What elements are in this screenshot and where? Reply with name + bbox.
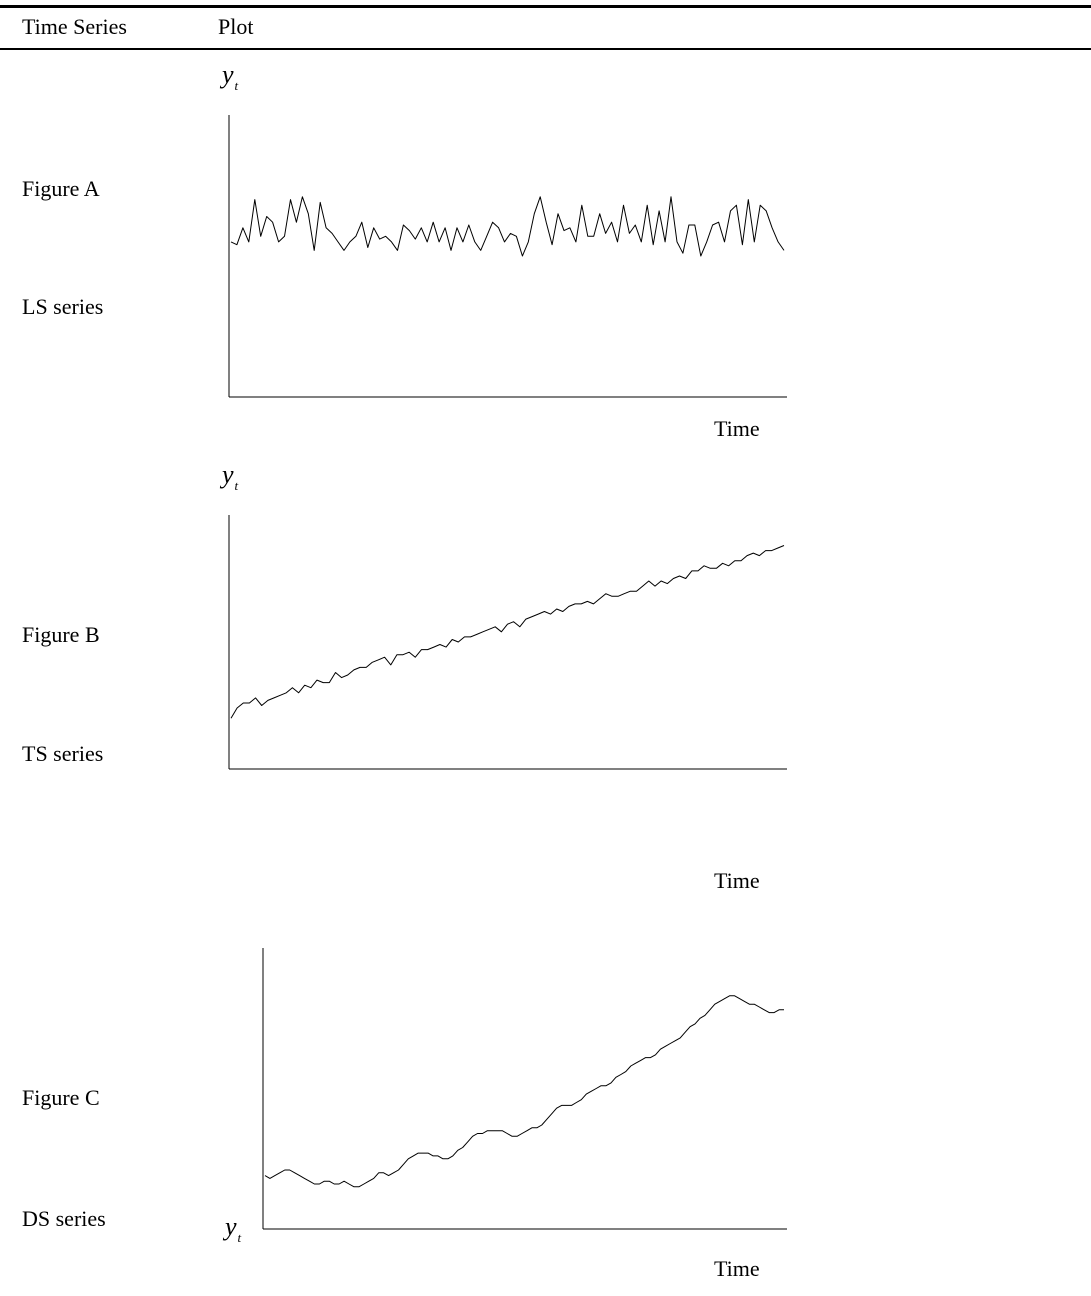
- chart-c-series-line-0: [264, 995, 784, 1188]
- chart-c-y-axis-label: yt: [225, 1212, 242, 1245]
- ls-series-label: LS series: [22, 294, 104, 319]
- chart-a-series-line-0: [230, 196, 785, 257]
- ts-series-label: TS series: [22, 741, 104, 766]
- chart-b-y-axis-label: yt: [222, 460, 239, 493]
- figure-b-label: Figure B: [22, 622, 100, 647]
- chart-a-x-axis-label: Time: [714, 416, 760, 441]
- figure-c-label: Figure C: [22, 1085, 100, 1110]
- header-time-series: Time Series: [22, 14, 127, 39]
- ds-series-label: DS series: [22, 1206, 106, 1231]
- figure-a-label: Figure A: [22, 176, 100, 201]
- top-rule: [0, 5, 1091, 8]
- chart-c-x-axis-label: Time: [714, 1256, 760, 1281]
- chart-b-series-line-0: [230, 545, 785, 719]
- header-plot: Plot: [218, 14, 254, 39]
- chart-b-x-axis-label: Time: [714, 868, 760, 893]
- header-rule: [0, 48, 1091, 50]
- chart-a-y-axis-label: yt: [222, 60, 239, 93]
